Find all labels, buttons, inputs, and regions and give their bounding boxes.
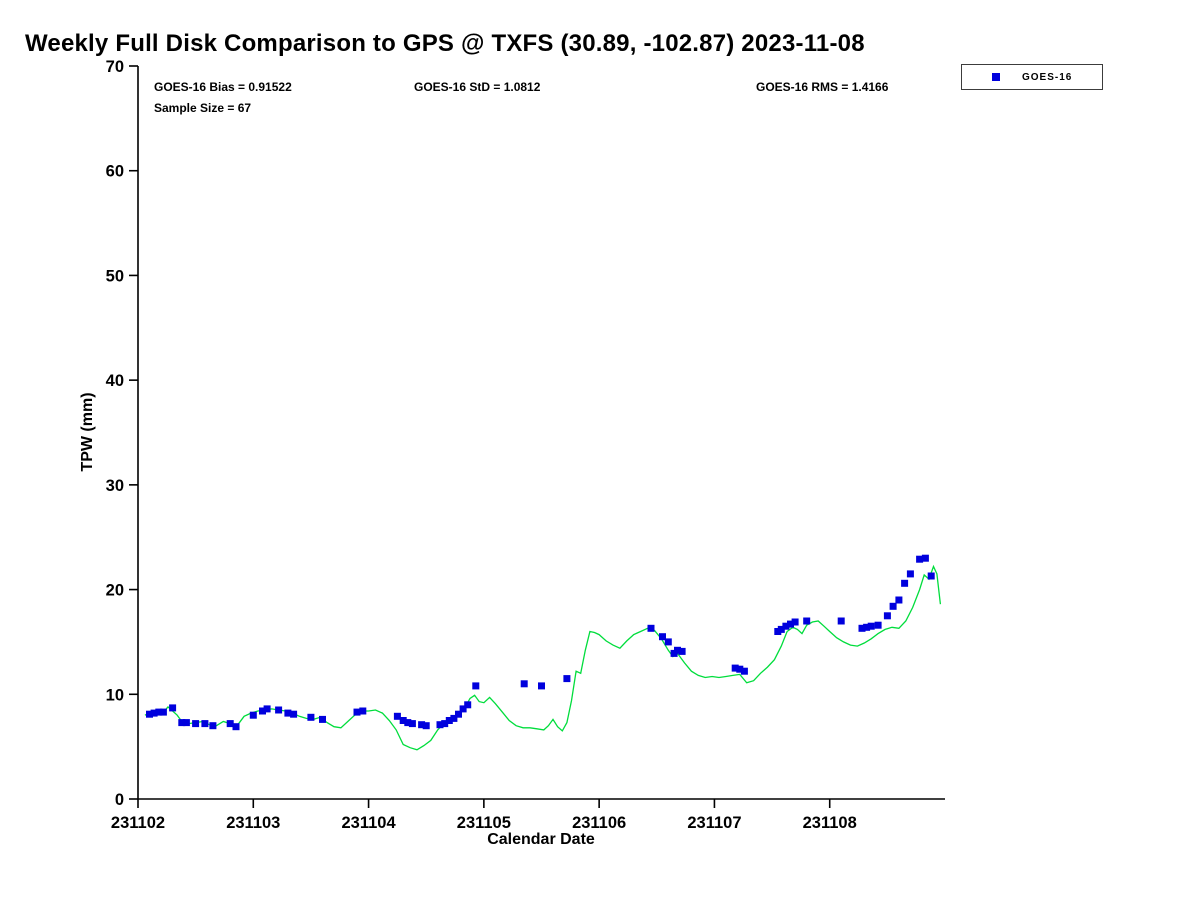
goes16-marker bbox=[319, 715, 326, 723]
goes16-marker bbox=[404, 719, 412, 727]
goes16-marker bbox=[787, 620, 794, 628]
goes16-marker bbox=[353, 708, 361, 716]
y-tick-label: 0 bbox=[115, 791, 124, 809]
goes16-marker bbox=[445, 717, 453, 724]
goes16-marker bbox=[249, 711, 257, 719]
goes16-marker bbox=[678, 647, 686, 655]
x-tick-label: 231105 bbox=[457, 814, 511, 832]
goes16-marker bbox=[178, 719, 186, 727]
y-tick-label: 70 bbox=[106, 58, 124, 76]
stat-sample-size: Sample Size = 67 bbox=[154, 101, 252, 115]
goes16-marker bbox=[874, 621, 882, 629]
goes16-marker bbox=[777, 625, 785, 633]
goes16-marker bbox=[441, 720, 449, 728]
goes16-marker bbox=[858, 624, 866, 632]
goes16-marker bbox=[520, 680, 528, 688]
goes16-marker bbox=[927, 572, 935, 580]
goes16-marker bbox=[736, 665, 744, 673]
goes16-marker bbox=[146, 710, 153, 718]
y-tick-label: 40 bbox=[106, 372, 124, 390]
goes16-marker bbox=[436, 721, 444, 729]
goes16-marker bbox=[226, 720, 234, 728]
goes16-marker bbox=[867, 622, 875, 630]
goes16-legend-marker-icon bbox=[992, 73, 1000, 81]
x-axis-label: Calendar Date bbox=[487, 831, 595, 848]
x-tick-label: 231108 bbox=[803, 814, 857, 832]
goes16-marker bbox=[664, 638, 672, 646]
x-tick-label: 231103 bbox=[226, 814, 280, 832]
goes16-marker bbox=[275, 706, 283, 714]
goes16-marker bbox=[155, 708, 163, 716]
gps-line bbox=[144, 564, 942, 751]
x-tick-label: 231104 bbox=[341, 814, 396, 832]
y-tick-label: 20 bbox=[106, 582, 124, 600]
goes16-marker bbox=[408, 720, 416, 728]
x-tick-label: 231106 bbox=[572, 814, 626, 832]
goes16-marker bbox=[895, 596, 903, 604]
stat-bias: GOES-16 Bias = 0.91522 bbox=[154, 80, 292, 94]
goes16-marker bbox=[201, 720, 209, 728]
goes16-marker bbox=[906, 570, 914, 578]
goes16-marker bbox=[455, 710, 462, 718]
goes16-marker bbox=[422, 722, 430, 730]
goes16-marker bbox=[791, 618, 799, 626]
y-tick-label: 30 bbox=[106, 477, 124, 495]
goes16-marker bbox=[159, 708, 167, 716]
goes16-marker bbox=[450, 714, 458, 722]
goes16-marker bbox=[393, 712, 401, 720]
goes16-marker bbox=[192, 720, 200, 728]
y-tick-label: 50 bbox=[106, 267, 124, 285]
goes16-marker bbox=[472, 682, 480, 690]
goes16-marker bbox=[803, 617, 811, 625]
chart-title: Weekly Full Disk Comparison to GPS @ TXF… bbox=[25, 30, 865, 57]
goes16-marker bbox=[359, 707, 367, 715]
goes16-marker bbox=[538, 682, 545, 690]
stat-std: GOES-16 StD = 1.0812 bbox=[414, 80, 541, 94]
goes16-marker bbox=[674, 646, 681, 654]
stat-rms: GOES-16 RMS = 1.4166 bbox=[756, 80, 889, 94]
legend-label-goes16: GOES-16 bbox=[1022, 71, 1073, 83]
goes16-marker bbox=[782, 622, 790, 630]
goes16-marker bbox=[209, 722, 217, 730]
goes16-marker bbox=[916, 555, 924, 563]
goes16-marker bbox=[259, 707, 266, 715]
goes16-marker bbox=[863, 623, 871, 631]
goes16-marker bbox=[284, 709, 292, 717]
legend: GOES-16 bbox=[961, 64, 1103, 90]
goes16-marker bbox=[290, 710, 298, 718]
goes16-marker bbox=[883, 612, 891, 620]
goes16-marker bbox=[659, 633, 666, 641]
goes16-marker bbox=[647, 624, 655, 632]
goes16-marker bbox=[731, 664, 739, 672]
goes16-marker bbox=[418, 721, 426, 729]
x-tick-label: 231102 bbox=[111, 814, 165, 832]
goes16-marker bbox=[563, 675, 571, 683]
y-tick-label: 10 bbox=[106, 686, 124, 704]
goes16-marker bbox=[169, 704, 177, 712]
goes16-marker bbox=[150, 709, 158, 717]
goes16-marker bbox=[263, 705, 271, 713]
goes16-marker bbox=[464, 701, 472, 709]
x-tick-label: 231107 bbox=[687, 814, 741, 832]
goes16-marker bbox=[901, 579, 909, 587]
goes16-marker bbox=[921, 554, 929, 562]
goes16-marker bbox=[740, 667, 748, 675]
goes16-marker bbox=[232, 723, 240, 731]
goes16-marker bbox=[459, 705, 467, 713]
goes16-marker bbox=[307, 713, 315, 721]
goes16-marker bbox=[837, 617, 845, 625]
goes16-marker bbox=[182, 719, 190, 727]
y-tick-label: 60 bbox=[106, 163, 124, 181]
goes16-marker bbox=[889, 602, 897, 610]
goes16-marker bbox=[399, 717, 407, 724]
